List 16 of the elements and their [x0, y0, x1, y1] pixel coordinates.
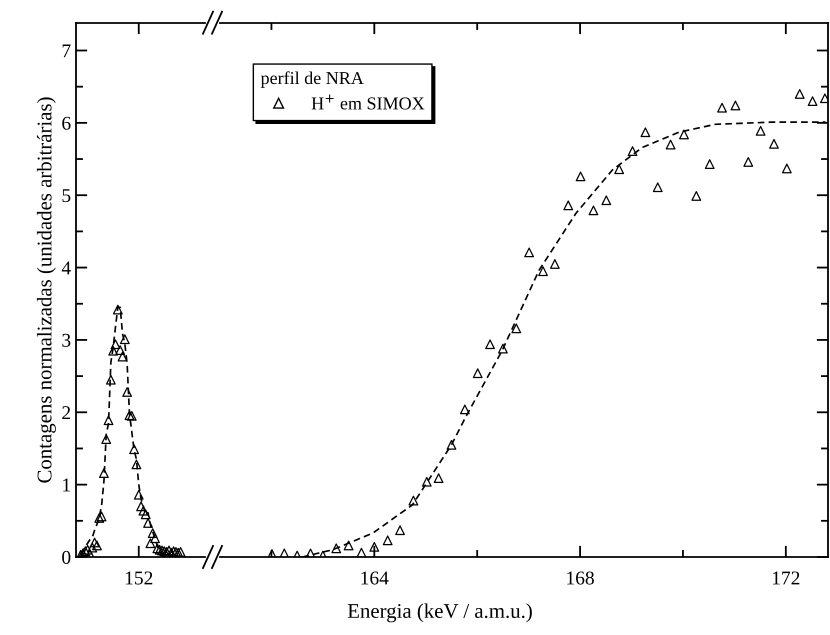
legend-title: perfil de NRA: [260, 71, 364, 88]
y-tick-label: 3: [62, 334, 70, 347]
y-tick-label: 7: [62, 44, 71, 58]
x-tick-label: 164: [361, 572, 389, 585]
x-tick-label: 152: [126, 572, 152, 585]
y-tick-label: 0: [62, 550, 70, 564]
y-tick-label: 6: [62, 116, 71, 130]
x-axis-title: Energia (keV / a.m.u.): [348, 603, 532, 622]
legend-label: H$^{+}$ em SIMOX: [312, 94, 424, 110]
y-tick-label: 1: [63, 478, 70, 492]
x-tick-label: 168: [567, 571, 594, 585]
x-tick-label: 172: [772, 572, 800, 584]
y-tick-label: 5: [62, 189, 70, 202]
y-tick-label: 4: [62, 262, 71, 274]
y-axis-title: Contagens normalizadas (unidades arbitrárias): [36, 97, 56, 483]
y-tick-label: 2: [62, 406, 70, 420]
